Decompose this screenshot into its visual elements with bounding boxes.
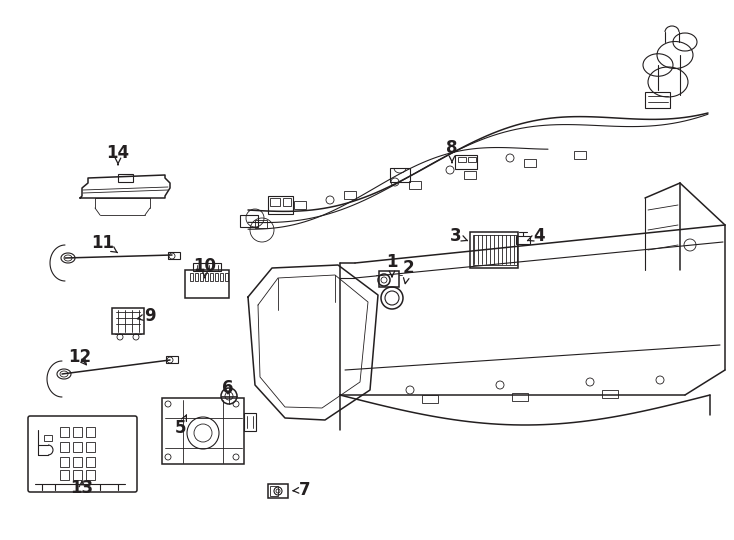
Bar: [205, 273, 208, 281]
Bar: [270, 486, 278, 496]
Bar: [458, 157, 466, 162]
Text: 3: 3: [450, 227, 468, 245]
Bar: [512, 393, 528, 401]
Bar: [86, 457, 95, 467]
Bar: [73, 427, 82, 437]
Bar: [379, 271, 399, 287]
Bar: [468, 157, 476, 162]
Bar: [60, 442, 69, 452]
Bar: [270, 198, 280, 206]
Bar: [200, 273, 203, 281]
Bar: [455, 155, 477, 169]
Bar: [464, 171, 476, 179]
Bar: [422, 395, 438, 403]
Text: 6: 6: [222, 379, 233, 397]
Bar: [409, 181, 421, 189]
Bar: [73, 470, 82, 480]
Text: 5: 5: [174, 415, 186, 437]
Bar: [268, 196, 293, 214]
Bar: [516, 236, 530, 244]
Bar: [195, 273, 198, 281]
Text: 8: 8: [446, 139, 458, 163]
Bar: [112, 308, 144, 334]
Text: 11: 11: [92, 234, 117, 253]
Text: 12: 12: [68, 348, 92, 366]
Bar: [190, 273, 193, 281]
Text: 1: 1: [386, 253, 398, 277]
Bar: [118, 174, 133, 182]
Text: 10: 10: [194, 257, 217, 278]
Bar: [73, 457, 82, 467]
Bar: [645, 92, 670, 108]
Bar: [344, 191, 356, 199]
Bar: [60, 470, 69, 480]
Text: 14: 14: [106, 144, 130, 165]
Bar: [473, 235, 517, 265]
Bar: [215, 273, 218, 281]
Bar: [390, 168, 410, 182]
Bar: [240, 215, 258, 227]
Bar: [220, 273, 223, 281]
Text: 4: 4: [528, 227, 545, 245]
Bar: [294, 201, 306, 209]
Bar: [60, 457, 69, 467]
Bar: [185, 270, 229, 298]
Bar: [193, 263, 221, 271]
Bar: [168, 252, 180, 259]
Bar: [86, 427, 95, 437]
Bar: [73, 442, 82, 452]
Text: 7: 7: [293, 481, 310, 499]
Bar: [470, 232, 518, 268]
Bar: [602, 390, 618, 398]
Bar: [225, 273, 228, 281]
Bar: [86, 470, 95, 480]
Bar: [574, 151, 586, 159]
Bar: [210, 273, 213, 281]
Bar: [244, 413, 256, 431]
Bar: [162, 398, 244, 464]
Bar: [60, 427, 69, 437]
Text: 13: 13: [70, 479, 93, 497]
Text: 9: 9: [137, 307, 156, 325]
Bar: [86, 442, 95, 452]
Bar: [166, 356, 178, 363]
Bar: [44, 435, 52, 441]
Bar: [255, 220, 267, 228]
Bar: [283, 198, 291, 206]
Bar: [524, 159, 536, 167]
Bar: [268, 484, 288, 498]
Text: 2: 2: [402, 259, 414, 284]
